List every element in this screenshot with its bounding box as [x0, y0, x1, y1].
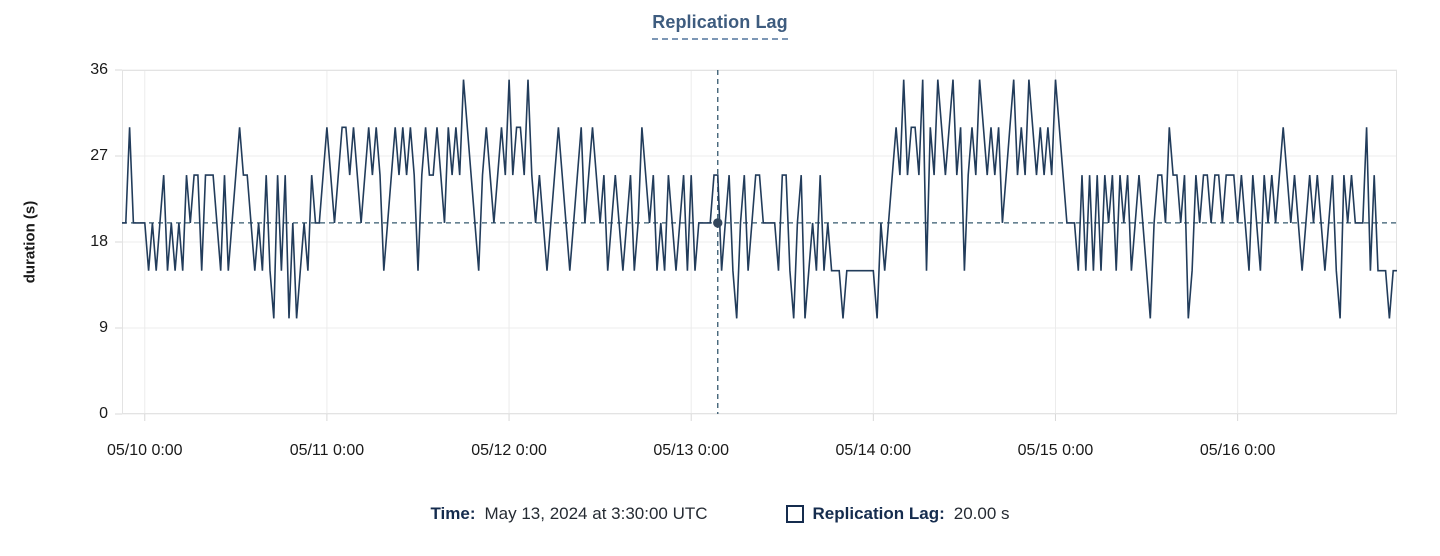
- y-tick-label: 0: [99, 405, 108, 422]
- x-tick-label: 05/11 0:00: [289, 442, 365, 459]
- y-tick-label: 27: [90, 147, 108, 164]
- x-tick-label: 05/16 0:00: [1199, 442, 1276, 459]
- replication-lag-chart[interactable]: [115, 69, 1397, 421]
- y-tick-label: 36: [90, 61, 108, 78]
- time-label: Time:: [430, 504, 476, 523]
- x-tick-label: 05/14 0:00: [835, 442, 912, 459]
- legend-square-icon: [785, 505, 804, 523]
- y-tick-label: 9: [99, 319, 108, 336]
- chart-title[interactable]: Replication Lag: [652, 12, 788, 40]
- series-label: Replication Lag:: [812, 504, 945, 523]
- hover-tooltip-bar: Time: May 13, 2024 at 3:30:00 UTC Replic…: [0, 504, 1440, 524]
- series-value: 20.00 s: [953, 504, 1010, 523]
- time-value: May 13, 2024 at 3:30:00 UTC: [484, 504, 708, 523]
- plot-border: [122, 70, 1397, 414]
- x-tick-label: 05/12 0:00: [471, 442, 547, 459]
- x-tick-label: 05/13 0:00: [653, 442, 729, 459]
- crosshair-point: [713, 218, 723, 228]
- x-tick-label: 05/10 0:00: [106, 442, 183, 459]
- series-line: [122, 79, 1397, 319]
- chart-header: Replication Lag: [0, 12, 1440, 40]
- tooltip-time: Time: May 13, 2024 at 3:30:00 UTC: [430, 504, 707, 524]
- x-tick-label: 05/15 0:00: [1017, 442, 1094, 459]
- y-tick-label: 18: [90, 233, 108, 250]
- legend-item-replication-lag[interactable]: Replication Lag: 20.00 s: [785, 504, 1010, 524]
